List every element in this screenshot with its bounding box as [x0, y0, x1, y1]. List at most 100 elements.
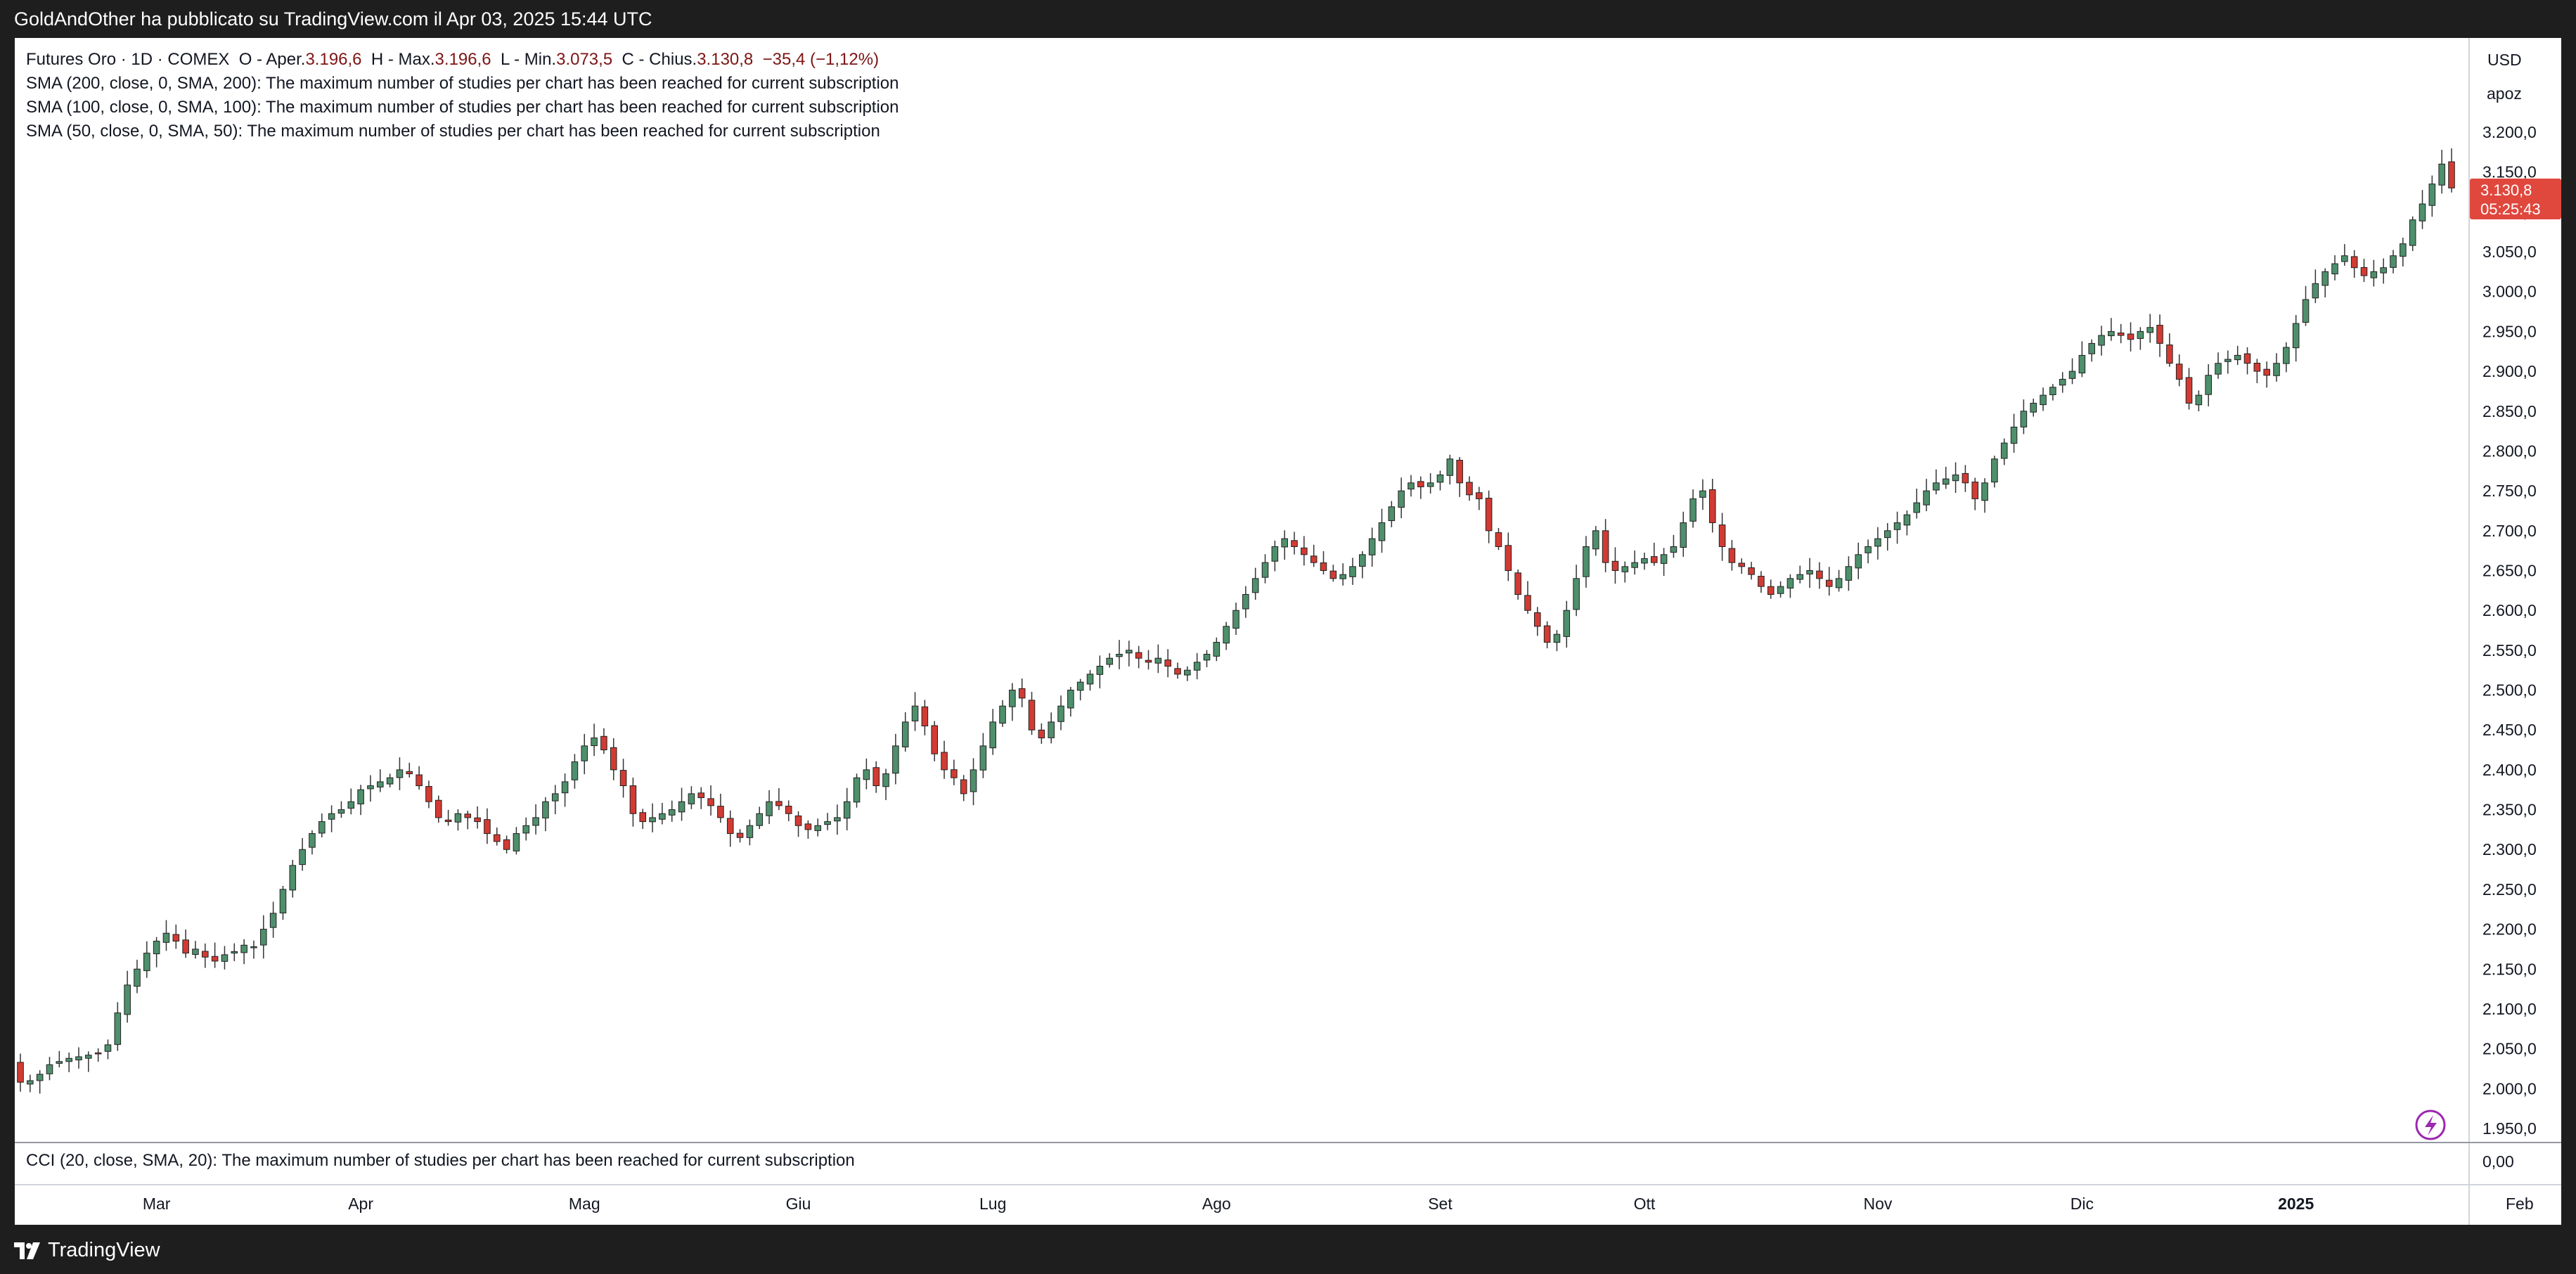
- candle-body: [367, 785, 374, 790]
- candle-body: [2146, 327, 2153, 333]
- candle: [2273, 353, 2280, 382]
- candle: [707, 785, 714, 816]
- candle-body: [2020, 411, 2028, 427]
- candle-body: [104, 1044, 112, 1052]
- candle-body: [56, 1061, 63, 1064]
- candle: [1592, 526, 1599, 556]
- candle-body: [941, 752, 948, 771]
- sma100-study[interactable]: SMA (100, close, 0, SMA, 100): The maxim…: [26, 98, 899, 117]
- candle-body: [1728, 548, 1736, 563]
- candle-body: [736, 832, 744, 838]
- candle-body: [853, 777, 861, 803]
- candle-body: [629, 785, 637, 814]
- candle-body: [1057, 705, 1064, 722]
- currency-label[interactable]: USD: [2487, 51, 2522, 69]
- candle: [2215, 352, 2222, 379]
- candle: [2370, 259, 2378, 287]
- candle: [1913, 488, 1921, 519]
- candle: [1758, 571, 1765, 593]
- candle-body: [834, 817, 841, 822]
- candle-body: [1009, 690, 1016, 707]
- candle: [1991, 456, 1998, 488]
- candle-body: [309, 833, 316, 848]
- candle: [434, 795, 442, 823]
- candle: [2292, 315, 2300, 362]
- candle-body: [1126, 650, 1133, 654]
- candle: [951, 759, 958, 785]
- candle-body: [1427, 482, 1434, 487]
- candle: [1855, 542, 1862, 579]
- candle: [1583, 536, 1590, 588]
- cci-study[interactable]: CCI (20, close, SMA, 20): The maximum nu…: [26, 1151, 855, 1170]
- candle-body: [1971, 482, 1979, 499]
- candle-body: [561, 781, 569, 794]
- candle: [2331, 255, 2338, 281]
- candle-body: [1135, 652, 1142, 659]
- candle-body: [2117, 333, 2125, 336]
- candle-body: [2331, 263, 2338, 275]
- tradingview-logo[interactable]: TradingView: [14, 1239, 160, 1262]
- candle: [843, 787, 851, 830]
- candle: [834, 804, 841, 835]
- candle: [1553, 630, 1561, 652]
- candle: [2156, 314, 2163, 357]
- candle: [1660, 548, 1668, 577]
- candle: [2040, 387, 2047, 411]
- candle: [1164, 649, 1171, 678]
- candle: [1271, 540, 1279, 572]
- candle: [2108, 318, 2115, 341]
- candle: [1193, 652, 1201, 680]
- candle: [1086, 669, 1094, 691]
- candlestick-chart[interactable]: 1.950,0 2.000,0 2.050,0 2.100,0 2.150,0 2.200…: [15, 38, 2561, 1225]
- candle: [221, 946, 228, 970]
- candle-body: [1845, 566, 1853, 581]
- candle: [1339, 563, 1346, 586]
- candle: [1242, 586, 1249, 618]
- candle: [1048, 712, 1055, 744]
- candle: [1923, 479, 1930, 512]
- price-tick-label: 2.950,0: [2482, 322, 2537, 340]
- candle-body: [386, 777, 394, 785]
- candle: [1718, 513, 1726, 561]
- candle-body: [2438, 163, 2445, 186]
- lightning-icon[interactable]: [2415, 1109, 2446, 1140]
- time-tick-label: Feb: [2506, 1195, 2534, 1213]
- symbol-info[interactable]: Futures Oro · 1D · COMEX: [26, 50, 230, 69]
- candle: [2263, 361, 2270, 388]
- candle: [2234, 345, 2241, 366]
- sma50-study[interactable]: SMA (50, close, 0, SMA, 50): The maximum…: [26, 122, 880, 141]
- candle-body: [153, 941, 160, 955]
- candle: [2010, 413, 2018, 453]
- candle: [1748, 562, 1755, 580]
- candle-body: [513, 833, 520, 851]
- candle: [1388, 501, 1396, 527]
- scale-mode-label[interactable]: apoz: [2487, 84, 2522, 103]
- candle: [892, 733, 899, 785]
- candle: [2243, 347, 2251, 375]
- candle: [863, 758, 870, 790]
- candle: [1699, 479, 1706, 510]
- price-tick-label: 2.000,0: [2482, 1079, 2537, 1098]
- candle: [941, 740, 948, 779]
- candle: [1018, 678, 1026, 707]
- candle: [1689, 489, 1696, 528]
- price-tick-label: 2.150,0: [2482, 960, 2537, 978]
- candle: [1057, 695, 1064, 731]
- candle: [2137, 327, 2144, 350]
- candle-body: [1223, 626, 1230, 644]
- candle-body: [1573, 578, 1580, 610]
- low-label: L - Min.: [500, 50, 557, 69]
- candle-body: [2224, 359, 2232, 362]
- candle-body: [2049, 387, 2056, 395]
- candle: [1621, 561, 1629, 583]
- sma200-study[interactable]: SMA (200, close, 0, SMA, 200): The maxim…: [26, 74, 899, 93]
- price-tick-label: 3.000,0: [2482, 283, 2537, 301]
- candle-body: [1816, 570, 1823, 579]
- chart-panel[interactable]: 1.950,0 2.000,0 2.050,0 2.100,0 2.150,0 2.200…: [15, 38, 2561, 1225]
- candle-body: [1446, 458, 1454, 476]
- candle-body: [2137, 330, 2144, 339]
- candle-body: [17, 1062, 24, 1083]
- candle-body: [872, 767, 880, 787]
- candle-body: [493, 834, 501, 842]
- candle-body: [1563, 610, 1571, 637]
